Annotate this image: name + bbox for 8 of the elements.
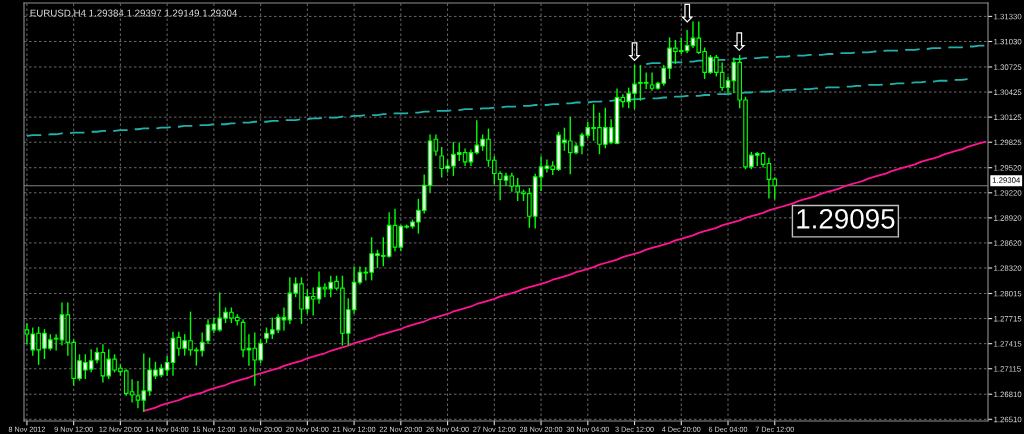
line-series	[142, 140, 986, 412]
text: EURUSD,H4 1.29384 1.29397 1.29149 1.29304	[30, 9, 238, 18]
candlestick	[649, 72, 655, 91]
annotation: ⇩	[628, 42, 641, 62]
line-series	[26, 78, 969, 137]
annotation: 1.29095	[797, 208, 895, 229]
annotation: ⇩	[733, 32, 746, 52]
annotation: ⇩	[681, 3, 694, 23]
